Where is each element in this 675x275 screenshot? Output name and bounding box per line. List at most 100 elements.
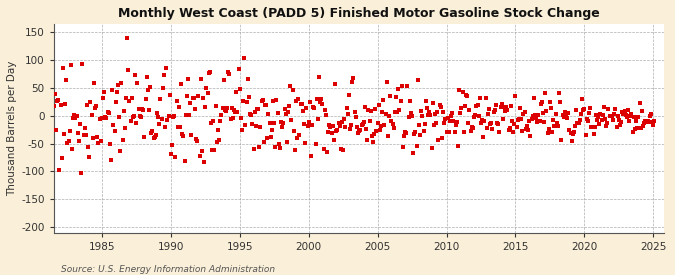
Point (106, 158, 117, 162)
Point (308, 105, 319, 109)
Point (409, 131, 420, 136)
Point (347, 80, 358, 84)
Point (424, 110, 435, 114)
Point (242, 77, 253, 82)
Point (69, 113, 80, 117)
Point (238, 99, 248, 104)
Point (223, 70, 234, 75)
Point (510, 94, 521, 98)
Point (325, 125, 336, 129)
Point (100, 115, 111, 119)
Point (105, 141, 115, 146)
Point (496, 102, 507, 106)
Point (132, 81, 143, 85)
Point (537, 111, 548, 116)
Point (535, 102, 546, 106)
Point (626, 112, 637, 116)
Point (233, 67, 244, 71)
Point (175, 125, 186, 129)
Point (275, 120, 286, 124)
Point (57, 66, 68, 70)
Point (329, 138, 340, 142)
Point (493, 122, 504, 126)
Point (306, 153, 317, 158)
Point (381, 80, 392, 84)
Point (131, 121, 142, 125)
Point (612, 113, 623, 118)
Point (208, 119, 219, 123)
Point (645, 112, 656, 116)
Point (231, 90, 242, 95)
Point (173, 105, 184, 109)
Point (371, 128, 382, 133)
Point (595, 112, 606, 117)
Point (55, 103, 66, 107)
Point (346, 123, 356, 128)
Point (563, 111, 574, 116)
Point (406, 114, 417, 119)
Point (441, 130, 452, 134)
Point (472, 102, 483, 107)
Point (491, 103, 502, 107)
Point (167, 142, 178, 147)
Point (443, 130, 454, 134)
Point (137, 107, 148, 111)
Point (367, 134, 377, 138)
Point (64, 129, 75, 133)
Point (269, 121, 279, 125)
Point (524, 119, 535, 123)
Point (503, 128, 514, 133)
Point (62, 141, 73, 145)
Point (59, 102, 70, 106)
Point (427, 101, 438, 106)
Point (321, 112, 331, 117)
Point (378, 97, 389, 102)
Point (500, 108, 510, 113)
Point (455, 110, 466, 115)
Point (306, 123, 317, 127)
Point (618, 112, 629, 116)
Point (419, 122, 430, 127)
Point (624, 119, 634, 123)
Point (63, 139, 74, 143)
Point (327, 124, 338, 128)
Point (360, 104, 371, 109)
Point (385, 93, 396, 98)
Point (608, 117, 618, 122)
Point (352, 131, 363, 135)
Point (232, 110, 243, 115)
Point (340, 125, 351, 129)
Point (52, 99, 63, 103)
Point (507, 119, 518, 123)
Point (155, 97, 166, 101)
Point (485, 122, 495, 127)
Point (206, 120, 217, 125)
Point (477, 117, 487, 122)
Point (332, 128, 343, 133)
Point (548, 118, 559, 122)
Point (201, 86, 212, 90)
Point (85, 100, 96, 104)
Point (591, 113, 601, 117)
Point (564, 128, 575, 132)
Point (107, 88, 117, 92)
Point (288, 128, 299, 133)
Point (586, 125, 597, 129)
Point (65, 63, 76, 67)
Point (383, 114, 394, 118)
Point (352, 125, 362, 129)
Point (465, 129, 476, 134)
Point (532, 120, 543, 124)
Point (90, 104, 101, 108)
Point (476, 121, 487, 125)
Y-axis label: Thousand Barrels per Day: Thousand Barrels per Day (7, 60, 17, 196)
Point (354, 129, 364, 133)
Point (486, 120, 497, 125)
Point (466, 125, 477, 129)
Point (160, 125, 171, 129)
Point (304, 100, 315, 104)
Point (192, 139, 202, 143)
Point (84, 154, 95, 159)
Point (82, 103, 92, 108)
Point (313, 117, 323, 122)
